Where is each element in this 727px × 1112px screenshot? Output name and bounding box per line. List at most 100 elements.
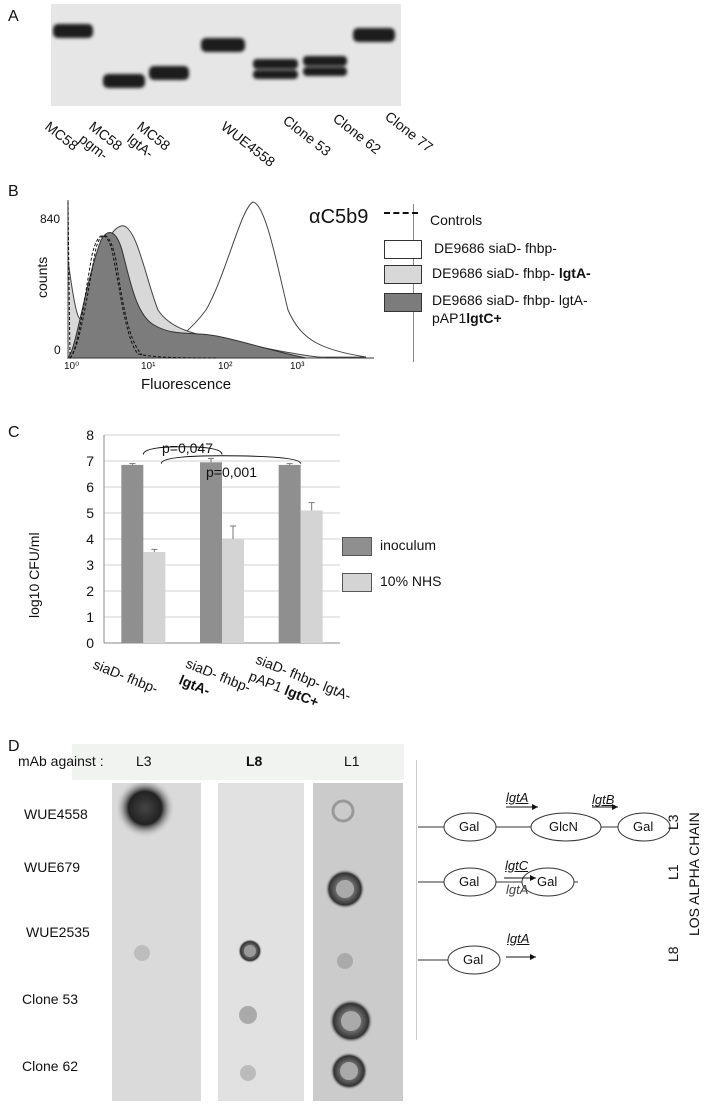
- l1-sugar-1-label: Gal: [537, 874, 558, 889]
- panel-b-letter: B: [8, 183, 19, 200]
- l3-arrowhead-1: [612, 804, 618, 810]
- legend-inoculum-swatch: [342, 537, 372, 556]
- bar-ytick-label: 3: [86, 557, 94, 573]
- lane-label-clone53: Clone 53: [280, 112, 335, 160]
- l1-arrowhead-0: [530, 875, 536, 881]
- bar-0-2: [278, 464, 301, 643]
- western-blot-image: [51, 4, 401, 106]
- histogram-xtick-0: 10⁰: [64, 361, 80, 372]
- bar-bracket-2: [160, 455, 302, 464]
- l8-gene-0-label: lgtA: [507, 931, 530, 946]
- legend-nhs-label: 10% NHS: [380, 573, 442, 589]
- bar-0-0: [121, 464, 144, 643]
- bar-0-1: [200, 462, 222, 643]
- bar-ytick-label: 2: [86, 583, 94, 599]
- panel-a-letter: A: [8, 8, 19, 25]
- l3-sugar-2-label: Gal: [633, 819, 654, 834]
- legend-controls-swatch: [384, 212, 418, 214]
- legend-controls-label: Controls: [430, 212, 483, 228]
- los-chain-diagram-l8: [418, 945, 536, 975]
- l1-sugar-1: [521, 867, 575, 897]
- legend-dark-label: DE9686 siaD- fhbp- lgtA-pAP1lgtC+: [432, 292, 588, 326]
- chain-label-l8: L8: [665, 946, 681, 962]
- row-label-clone62: Clone 62: [22, 1058, 79, 1074]
- l3-arrowhead-0: [532, 804, 538, 810]
- chain-divider: [416, 760, 417, 1040]
- legend-white-swatch: [384, 240, 422, 259]
- strip-l3-dots: [112, 778, 201, 1101]
- histogram-ymin-label: 0: [54, 343, 61, 357]
- bar-xlabel-1: siaD- fhbp-lgtA-: [176, 654, 254, 699]
- legend-inoculum-label: inoculum: [380, 537, 437, 553]
- row-label-clone53: Clone 53: [22, 991, 79, 1007]
- histogram-curve-lgtc: [66, 232, 307, 359]
- l3-gene-0-label: lgtA: [506, 790, 529, 805]
- l8-sugar-0: [447, 945, 501, 975]
- legend-light-swatch: [384, 265, 422, 284]
- mab-against-label: mAb against :: [18, 753, 104, 769]
- bar-ytick-label: 8: [86, 427, 94, 443]
- flow-histogram: [66, 200, 374, 359]
- histogram-xtick-2: 10²: [218, 361, 233, 372]
- los-chain-diagram: [418, 804, 671, 960]
- bar-ytick-label: 5: [86, 505, 94, 521]
- chain-title: LOS ALPHA CHAIN: [686, 812, 702, 936]
- p-value-2: p=0,001: [206, 464, 257, 480]
- strip-l1: [313, 783, 403, 1101]
- strip-l1-dots: [313, 783, 403, 1101]
- bar-xlabel-2: siaD- fhbp- lgtA-pAP1 lgtC+: [246, 650, 354, 710]
- column-label-l8: L8: [246, 753, 263, 769]
- strip-l8-dots: [218, 783, 304, 1101]
- western-blot-bands: [51, 4, 401, 106]
- histogram-xtick-3: 10³: [290, 361, 305, 372]
- lane-label-wue4558: WUE4558: [218, 118, 279, 170]
- p-value-1: p=0,047: [162, 440, 213, 456]
- lane-label-mc58-pgm: MC58 pgm-: [76, 118, 126, 163]
- legend-light-label: DE9686 siaD- fhbp- lgtA-: [432, 265, 591, 281]
- histogram-xtick-1: 10¹: [141, 361, 156, 372]
- legend-nhs-swatch: [342, 573, 372, 592]
- column-label-l1: L1: [344, 753, 360, 769]
- legend-white-label: DE9686 siaD- fhbp-: [434, 240, 557, 256]
- histogram-ylabel: counts: [34, 256, 50, 298]
- lane-label-mc58: MC58: [42, 118, 82, 154]
- bar-ytick-label: 6: [86, 479, 94, 495]
- l3-sugar-1-label: GlcN: [549, 819, 578, 834]
- l1-sugar-0-label: Gal: [459, 874, 480, 889]
- histogram-ymax-label: 840: [40, 212, 61, 226]
- panel-c-letter: C: [8, 424, 20, 441]
- bar-bracket-1: [142, 446, 223, 455]
- chain-label-l3: L3: [665, 814, 681, 830]
- histogram-xlabel: Fluorescence: [141, 376, 232, 393]
- histogram-title: αC5b9: [309, 206, 369, 228]
- l3-sugar-0-label: Gal: [459, 819, 480, 834]
- row-label-wue679: WUE679: [24, 859, 81, 875]
- bar-1-0: [143, 552, 166, 643]
- l8-sugar-0-label: Gal: [463, 952, 484, 967]
- l1-gene-0-label: lgtC: [505, 858, 529, 873]
- l3-gene-1-label: lgtB: [592, 792, 615, 807]
- bar-ytick-label: 7: [86, 453, 94, 469]
- bar-xlabel-0: siaD- fhbp-: [91, 656, 161, 697]
- bar-chart-ylabel: log10 CFU/ml: [26, 532, 42, 618]
- l3-sugar-0: [443, 812, 497, 842]
- lane-label-clone77: Clone 77: [382, 108, 437, 156]
- bar-ytick-label: 4: [86, 531, 94, 547]
- l3-sugar-1: [530, 812, 602, 842]
- chain-label-l1: L1: [665, 864, 681, 880]
- strip-l8: [218, 783, 304, 1101]
- l8-arrowhead-0: [530, 954, 536, 960]
- l3-sugar-2: [617, 812, 671, 842]
- strip-l3: [112, 778, 201, 1101]
- l1-gene-1-label: lgtA: [506, 882, 529, 897]
- l1-sugar-0: [443, 867, 497, 897]
- dot-blot-header-bg: [72, 744, 404, 780]
- histogram-curve-controls-2: [69, 235, 143, 359]
- lane-label-clone62: Clone 62: [330, 110, 385, 158]
- bar-ytick-label: 1: [86, 609, 94, 625]
- bar-1-1: [222, 539, 244, 643]
- column-label-l3: L3: [136, 753, 152, 769]
- bar-1-2: [300, 510, 323, 643]
- panel-d-letter: D: [8, 738, 20, 755]
- bar-ytick-label: 0: [86, 635, 94, 651]
